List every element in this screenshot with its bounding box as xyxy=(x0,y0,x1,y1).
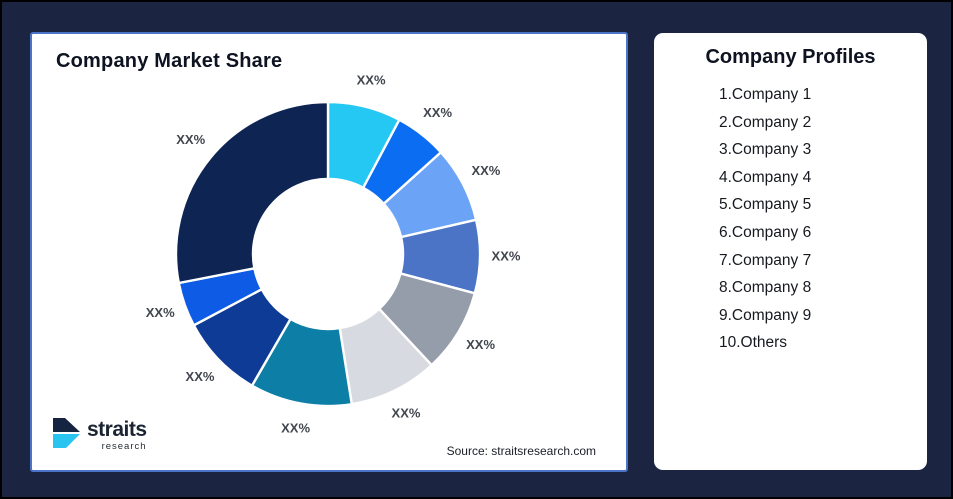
company-list: 1.Company 1 2.Company 2 3.Company 3 4.Compa… xyxy=(654,81,927,357)
slice-label: XX% xyxy=(176,132,205,147)
slice-label: XX% xyxy=(281,420,310,435)
logo-text: straits research xyxy=(87,418,147,452)
donut-slice xyxy=(174,100,330,285)
company-list-item: 2.Company 2 xyxy=(719,113,812,131)
company-profiles-card: Company Profiles 1.Company 1 2.Company 2 3… xyxy=(654,33,927,470)
slice-label: XX% xyxy=(186,369,215,384)
slice-label: XX% xyxy=(423,105,452,120)
company-list-item: 10.Others xyxy=(719,334,788,352)
slice-label: XX% xyxy=(471,163,500,178)
company-list-item: 1.Company 1 xyxy=(719,86,812,103)
company-list-item: 3.Company 3 xyxy=(719,141,812,159)
slice-label: XX% xyxy=(392,405,421,420)
slice-label: XX% xyxy=(466,337,495,352)
company-list-item: 6.Company 6 xyxy=(719,223,812,241)
slice-label: XX% xyxy=(492,249,521,264)
donut-chart: XX% XX% XX% XX% XX% XX% XX% XX% XX% XX% xyxy=(146,73,521,436)
market-share-card: XX% XX% XX% XX% XX% XX% XX% XX% XX% XX% Company M… xyxy=(30,32,628,472)
slice-label: XX% xyxy=(146,305,175,320)
company-list-item: 9.Company 9 xyxy=(719,306,812,324)
company-list-item: 4.Company 4 xyxy=(719,168,812,186)
company-list-item: 5.Company 5 xyxy=(719,196,812,214)
chart-title: Company Market Share xyxy=(56,50,283,72)
profiles-heading: Company Profiles xyxy=(705,46,876,68)
logo-brand-text: straits xyxy=(87,418,147,441)
company-list-item: 7.Company 7 xyxy=(719,251,812,269)
slice-label: XX% xyxy=(357,73,386,88)
straits-logo-icon xyxy=(53,418,80,448)
company-list-item: 8.Company 8 xyxy=(719,279,812,297)
source-text: Source: straitsresearch.com xyxy=(446,444,596,458)
straits-logo: straits research xyxy=(52,417,147,452)
logo-sub-text: research xyxy=(101,441,147,452)
